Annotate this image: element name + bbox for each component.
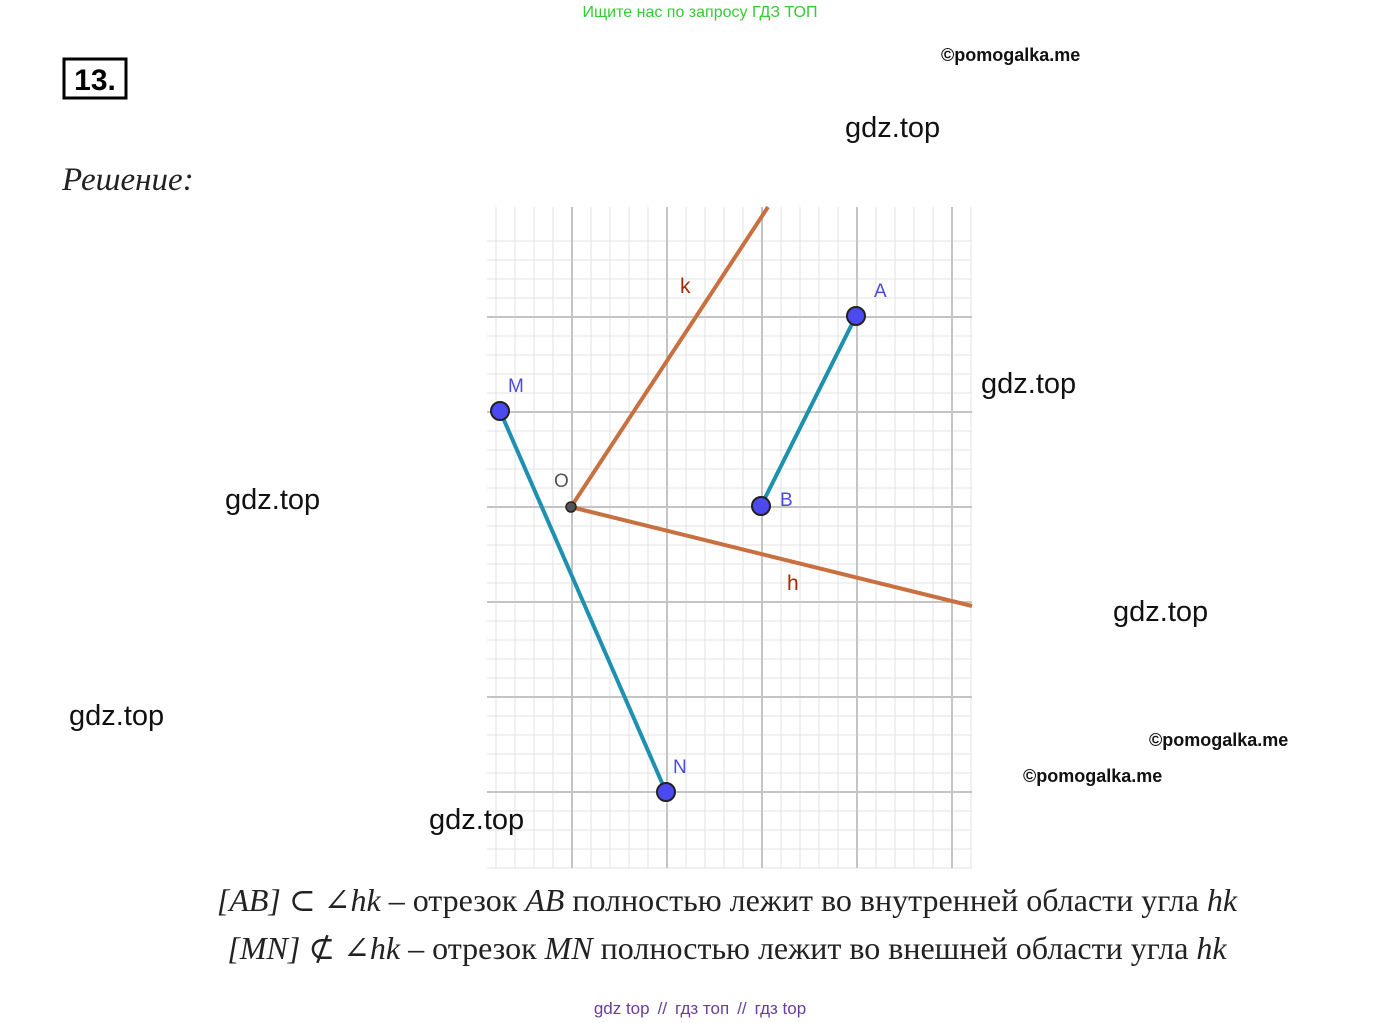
watermark: ©pomogalka.me	[1023, 766, 1162, 786]
footer-link[interactable]: гдз топ	[675, 999, 729, 1018]
watermark: ©pomogalka.me	[1149, 730, 1288, 750]
statement-math: MN	[544, 930, 595, 966]
watermark: gdz.top	[225, 484, 320, 516]
ray-k	[569, 205, 770, 509]
problem-number: 13.	[74, 64, 116, 97]
statement-text: полностью лежит во внешней области угла	[593, 930, 1197, 966]
point-label: A	[874, 281, 887, 302]
point-label: O	[554, 471, 569, 492]
point-a	[846, 306, 866, 326]
segment-ab	[759, 315, 858, 507]
footer: gdz top // гдз топ // гдз top	[594, 999, 806, 1018]
watermark: gdz.top	[69, 700, 164, 732]
statement-math: [MN] ⊄ ∠hk	[227, 930, 401, 966]
statement-math: hk	[1207, 882, 1238, 918]
number-box	[62, 57, 128, 100]
footer-separator: //	[737, 999, 747, 1018]
solution-label: Решение:	[61, 162, 194, 198]
grid	[487, 207, 972, 869]
statement-text: – отрезок	[400, 930, 545, 966]
statement-text: полностью лежит во внутренней области уг…	[564, 882, 1207, 918]
point-label: N	[673, 757, 687, 778]
ray-label: k	[680, 275, 691, 298]
statement-math: [AB] ⊂ ∠hk	[217, 882, 382, 918]
statement-text: – отрезок	[381, 882, 526, 918]
point-b	[751, 496, 771, 516]
statement: [AB] ⊂ ∠hk – отрезок AB полностью лежит …	[217, 882, 1238, 918]
watermark: gdz.top	[981, 368, 1076, 400]
point-n	[656, 782, 676, 802]
ray-label: h	[787, 572, 799, 595]
statement: [MN] ⊄ ∠hk – отрезок MN полностью лежит …	[227, 930, 1227, 966]
segment-mn	[498, 410, 668, 793]
footer-link[interactable]: гдз top	[755, 999, 807, 1018]
point-label: B	[780, 490, 793, 511]
footer-separator: //	[658, 999, 668, 1018]
statement-math: AB	[523, 882, 564, 918]
search-notice: Ищите нас по запросу ГДЗ ТОП	[583, 4, 818, 21]
ray-h	[570, 505, 973, 608]
point-label: M	[508, 376, 524, 397]
watermark: gdz.top	[429, 804, 524, 836]
watermark: gdz.top	[845, 112, 940, 144]
watermark: gdz.top	[1113, 596, 1208, 628]
statement-math: hk	[1196, 930, 1227, 966]
footer-link[interactable]: gdz top	[594, 999, 650, 1018]
point-o	[565, 501, 577, 513]
watermark: ©pomogalka.me	[941, 45, 1080, 65]
point-m	[490, 401, 510, 421]
